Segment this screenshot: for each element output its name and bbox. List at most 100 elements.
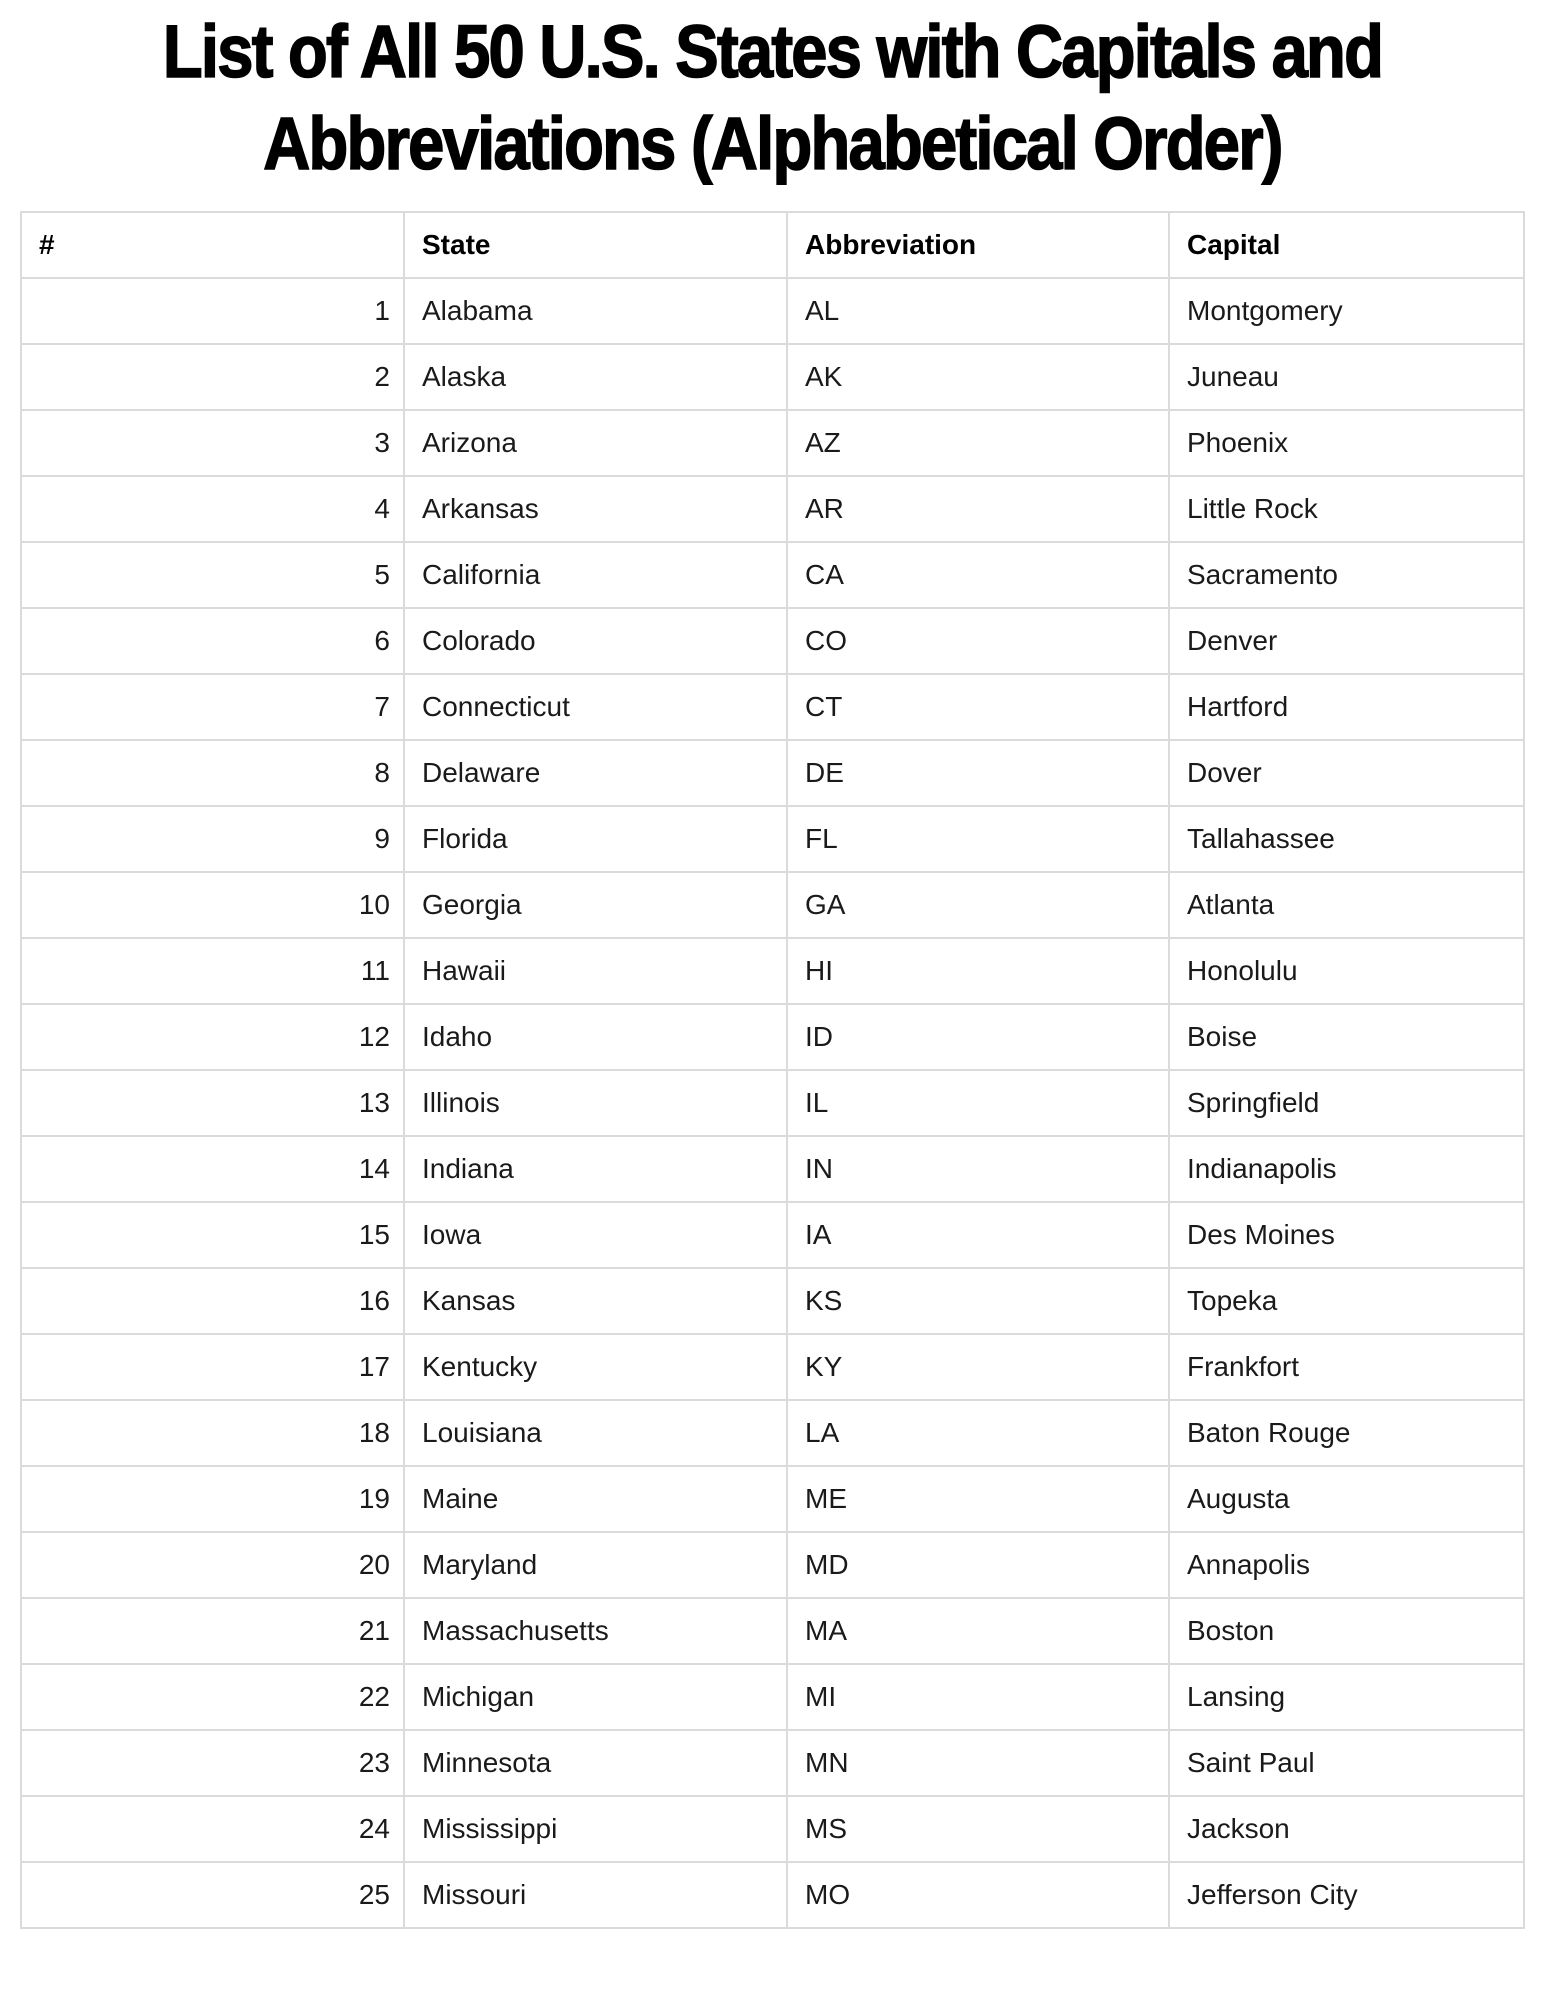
- capital-cell: Sacramento: [1168, 541, 1525, 609]
- state-cell: Kentucky: [403, 1333, 788, 1401]
- state-cell: Michigan: [403, 1663, 788, 1731]
- row-number-cell: 2: [20, 343, 405, 411]
- table-row: 3 Arizona AZ Phoenix: [20, 409, 1525, 477]
- table-body: 1 Alabama AL Montgomery 2 Alaska AK June…: [20, 277, 1525, 1929]
- table-row: 7 Connecticut CT Hartford: [20, 673, 1525, 741]
- row-number-cell: 3: [20, 409, 405, 477]
- abbreviation-cell: MN: [786, 1729, 1170, 1797]
- abbreviation-cell: AR: [786, 475, 1170, 543]
- state-cell: Iowa: [403, 1201, 788, 1269]
- row-number-cell: 25: [20, 1861, 405, 1929]
- table-row: 6 Colorado CO Denver: [20, 607, 1525, 675]
- state-cell: Louisiana: [403, 1399, 788, 1467]
- abbreviation-cell: AL: [786, 277, 1170, 345]
- state-cell: Minnesota: [403, 1729, 788, 1797]
- capital-cell: Jackson: [1168, 1795, 1525, 1863]
- capital-cell: Montgomery: [1168, 277, 1525, 345]
- state-cell: Kansas: [403, 1267, 788, 1335]
- row-number-cell: 14: [20, 1135, 405, 1203]
- capital-cell: Hartford: [1168, 673, 1525, 741]
- table-row: 15 Iowa IA Des Moines: [20, 1201, 1525, 1269]
- abbreviation-cell: HI: [786, 937, 1170, 1005]
- abbreviation-cell: MA: [786, 1597, 1170, 1665]
- table-row: 8 Delaware DE Dover: [20, 739, 1525, 807]
- row-number-cell: 6: [20, 607, 405, 675]
- states-table: # State Abbreviation Capital 1 Alabama A…: [20, 211, 1525, 1929]
- capital-cell: Tallahassee: [1168, 805, 1525, 873]
- abbreviation-cell: FL: [786, 805, 1170, 873]
- row-number-cell: 17: [20, 1333, 405, 1401]
- row-number-cell: 12: [20, 1003, 405, 1071]
- capital-cell: Springfield: [1168, 1069, 1525, 1137]
- row-number-cell: 24: [20, 1795, 405, 1863]
- capital-cell: Dover: [1168, 739, 1525, 807]
- abbreviation-cell: GA: [786, 871, 1170, 939]
- title-line-2: Abbreviations (Alphabetical Order): [263, 101, 1285, 186]
- capital-cell: Atlanta: [1168, 871, 1525, 939]
- table-row: 4 Arkansas AR Little Rock: [20, 475, 1525, 543]
- abbreviation-cell: ID: [786, 1003, 1170, 1071]
- state-cell: Florida: [403, 805, 788, 873]
- abbreviation-cell: MS: [786, 1795, 1170, 1863]
- row-number-cell: 20: [20, 1531, 405, 1599]
- state-cell: Missouri: [403, 1861, 788, 1929]
- capital-cell: Honolulu: [1168, 937, 1525, 1005]
- capital-cell: Little Rock: [1168, 475, 1525, 543]
- abbreviation-cell: AZ: [786, 409, 1170, 477]
- capital-cell: Baton Rouge: [1168, 1399, 1525, 1467]
- table-row: 18 Louisiana LA Baton Rouge: [20, 1399, 1525, 1467]
- table-row: 21 Massachusetts MA Boston: [20, 1597, 1525, 1665]
- row-number-cell: 15: [20, 1201, 405, 1269]
- abbreviation-cell: IN: [786, 1135, 1170, 1203]
- abbreviation-cell: MD: [786, 1531, 1170, 1599]
- table-row: 19 Maine ME Augusta: [20, 1465, 1525, 1533]
- abbreviation-cell: KS: [786, 1267, 1170, 1335]
- capital-cell: Lansing: [1168, 1663, 1525, 1731]
- table-row: 2 Alaska AK Juneau: [20, 343, 1525, 411]
- row-number-cell: 7: [20, 673, 405, 741]
- abbreviation-cell: CA: [786, 541, 1170, 609]
- capital-cell: Topeka: [1168, 1267, 1525, 1335]
- abbreviation-cell: IA: [786, 1201, 1170, 1269]
- row-number-cell: 5: [20, 541, 405, 609]
- table-row: 14 Indiana IN Indianapolis: [20, 1135, 1525, 1203]
- row-number-cell: 16: [20, 1267, 405, 1335]
- abbreviation-cell: CO: [786, 607, 1170, 675]
- row-number-cell: 11: [20, 937, 405, 1005]
- row-number-cell: 21: [20, 1597, 405, 1665]
- capital-cell: Juneau: [1168, 343, 1525, 411]
- table-row: 16 Kansas KS Topeka: [20, 1267, 1525, 1335]
- state-cell: Mississippi: [403, 1795, 788, 1863]
- state-cell: Alabama: [403, 277, 788, 345]
- table-row: 24 Mississippi MS Jackson: [20, 1795, 1525, 1863]
- row-number-cell: 1: [20, 277, 405, 345]
- abbreviation-cell: IL: [786, 1069, 1170, 1137]
- page-title: List of All 50 U.S. States with Capitals…: [93, 0, 1453, 190]
- state-cell: Maryland: [403, 1531, 788, 1599]
- row-number-cell: 9: [20, 805, 405, 873]
- row-number-cell: 10: [20, 871, 405, 939]
- state-cell: Idaho: [403, 1003, 788, 1071]
- table-row: 11 Hawaii HI Honolulu: [20, 937, 1525, 1005]
- table-row: 10 Georgia GA Atlanta: [20, 871, 1525, 939]
- row-number-cell: 23: [20, 1729, 405, 1797]
- capital-cell: Denver: [1168, 607, 1525, 675]
- state-cell: Delaware: [403, 739, 788, 807]
- state-cell: Maine: [403, 1465, 788, 1533]
- table-row: 9 Florida FL Tallahassee: [20, 805, 1525, 873]
- table-row: 12 Idaho ID Boise: [20, 1003, 1525, 1071]
- content-area: # State Abbreviation Capital 1 Alabama A…: [20, 211, 1525, 1929]
- state-cell: Georgia: [403, 871, 788, 939]
- column-header-capital: Capital: [1168, 211, 1525, 279]
- abbreviation-cell: MO: [786, 1861, 1170, 1929]
- column-header-abbreviation: Abbreviation: [786, 211, 1170, 279]
- abbreviation-cell: AK: [786, 343, 1170, 411]
- state-cell: Alaska: [403, 343, 788, 411]
- abbreviation-cell: LA: [786, 1399, 1170, 1467]
- header-row: # State Abbreviation Capital: [20, 211, 1525, 279]
- table-row: 5 California CA Sacramento: [20, 541, 1525, 609]
- row-number-cell: 18: [20, 1399, 405, 1467]
- table-row: 22 Michigan MI Lansing: [20, 1663, 1525, 1731]
- abbreviation-cell: MI: [786, 1663, 1170, 1731]
- table-header: # State Abbreviation Capital: [20, 211, 1525, 279]
